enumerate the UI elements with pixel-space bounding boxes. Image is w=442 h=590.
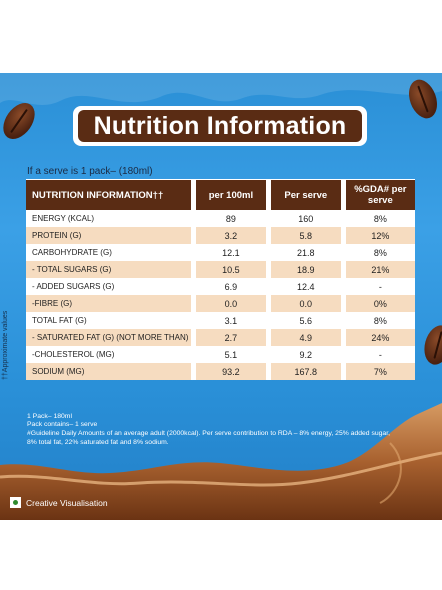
per-serve-cell: 167.8 [270, 363, 346, 380]
per-serve-cell: 21.8 [270, 244, 346, 261]
serve-note: If a serve is 1 pack– (180ml) [27, 166, 153, 177]
per-100ml-cell: 3.1 [195, 312, 271, 329]
nutrient-cell: - ADDED SUGARS (G) [26, 278, 196, 295]
per-serve-cell: 160 [270, 210, 346, 227]
page-title-box: Nutrition Information [73, 106, 367, 146]
per-100ml-cell: 0.0 [195, 295, 271, 312]
footnote-gda-line-1: #Guideline Daily Amounts of an average a… [27, 430, 390, 437]
nutrient-cell: CARBOHYDRATE (G) [26, 244, 196, 261]
per-100ml-cell: 3.2 [195, 227, 271, 244]
table-row: - SATURATED FAT (G) (NOT MORE THAN) 2.7 4.… [26, 329, 415, 346]
gda-cell: 21% [345, 261, 415, 278]
column-header-gda: %GDA# per serve [345, 179, 415, 210]
nutrient-cell: -FIBRE (G) [26, 295, 196, 312]
table-row: TOTAL FAT (G) 3.1 5.6 8% [26, 312, 415, 329]
per-serve-cell: 18.9 [270, 261, 346, 278]
footnote-gda-line-2: 8% total fat, 22% saturated fat and 8% s… [27, 439, 169, 446]
per-100ml-cell: 6.9 [195, 278, 271, 295]
approximate-values-note: ††Approximate values [2, 310, 9, 380]
nutrient-cell: TOTAL FAT (G) [26, 312, 196, 329]
nutrient-cell: SODIUM (MG) [26, 363, 196, 380]
table-row: - TOTAL SUGARS (G) 10.5 18.9 21% [26, 261, 415, 278]
nutrient-cell: -CHOLESTEROL (MG) [26, 346, 196, 363]
column-header-nutrient: NUTRITION INFORMATION†† [26, 179, 196, 210]
coffee-bean-icon [420, 322, 442, 368]
gda-cell: 24% [345, 329, 415, 346]
per-serve-cell: 12.4 [270, 278, 346, 295]
table-row: PROTEIN (G) 3.2 5.8 12% [26, 227, 415, 244]
chocolate-splash-top [0, 73, 442, 105]
per-100ml-cell: 12.1 [195, 244, 271, 261]
table-row: SODIUM (MG) 93.2 167.8 7% [26, 363, 415, 380]
per-serve-cell: 4.9 [270, 329, 346, 346]
table-row: CARBOHYDRATE (G) 12.1 21.8 8% [26, 244, 415, 261]
per-100ml-cell: 89 [195, 210, 271, 227]
gda-cell: 8% [345, 244, 415, 261]
per-100ml-cell: 2.7 [195, 329, 271, 346]
footnote-pack-size: 1 Pack– 180ml [27, 413, 72, 420]
nutrient-cell: - SATURATED FAT (G) (NOT MORE THAN) [26, 329, 196, 346]
column-header-per-serve: Per serve [270, 179, 346, 210]
gda-cell: - [345, 278, 415, 295]
per-serve-cell: 5.8 [270, 227, 346, 244]
table-header-row: NUTRITION INFORMATION†† per 100ml Per se… [26, 179, 415, 210]
nutrient-cell: PROTEIN (G) [26, 227, 196, 244]
veg-mark-icon [10, 497, 21, 508]
chocolate-splash-bottom [0, 403, 442, 520]
creative-visualisation-note: Creative Visualisation [10, 497, 108, 508]
gda-cell: - [345, 346, 415, 363]
per-100ml-cell: 5.1 [195, 346, 271, 363]
gda-cell: 8% [345, 210, 415, 227]
creative-visualisation-label: Creative Visualisation [26, 497, 108, 508]
table-row: ENERGY (KCAL) 89 160 8% [26, 210, 415, 227]
gda-cell: 12% [345, 227, 415, 244]
per-serve-cell: 5.6 [270, 312, 346, 329]
column-header-per-100ml: per 100ml [195, 179, 271, 210]
gda-cell: 8% [345, 312, 415, 329]
gda-cell: 0% [345, 295, 415, 312]
gda-cell: 7% [345, 363, 415, 380]
footnote-pack-contains: Pack contains– 1 serve [27, 421, 98, 428]
table-row: -FIBRE (G) 0.0 0.0 0% [26, 295, 415, 312]
per-serve-cell: 9.2 [270, 346, 346, 363]
per-serve-cell: 0.0 [270, 295, 346, 312]
nutrition-table: NUTRITION INFORMATION†† per 100ml Per se… [26, 179, 415, 380]
per-100ml-cell: 10.5 [195, 261, 271, 278]
nutrient-cell: - TOTAL SUGARS (G) [26, 261, 196, 278]
per-100ml-cell: 93.2 [195, 363, 271, 380]
page-title: Nutrition Information [78, 110, 362, 142]
nutrient-cell: ENERGY (KCAL) [26, 210, 196, 227]
table-row: - ADDED SUGARS (G) 6.9 12.4- [26, 278, 415, 295]
table-row: -CHOLESTEROL (MG) 5.1 9.2- [26, 346, 415, 363]
